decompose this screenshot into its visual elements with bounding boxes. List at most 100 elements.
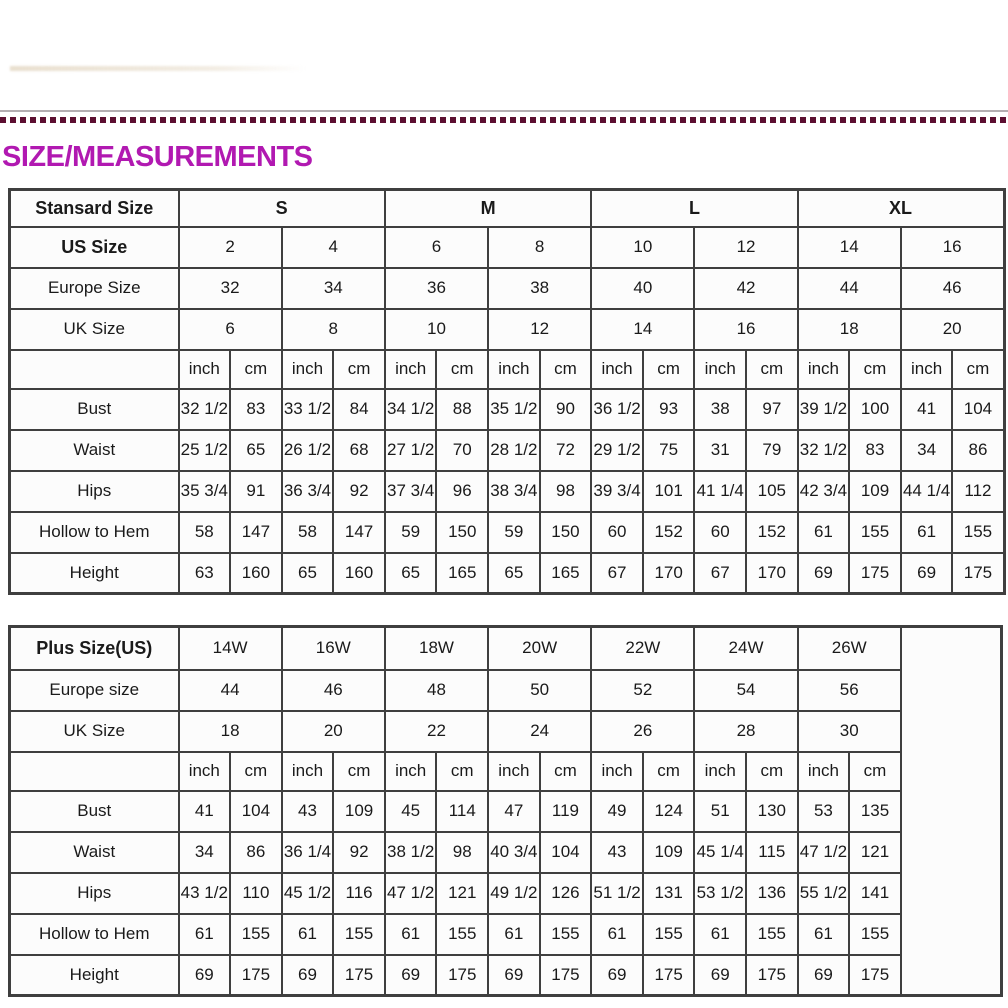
measure-value: 27 1/2 (383, 428, 438, 472)
unit-header: inch (590, 750, 644, 792)
size-value: 16 (693, 307, 799, 351)
size-value: 24 (487, 709, 593, 753)
table-row: Plus Size(US) 14W 16W 18W 20W 22W 24W 26W (8, 625, 1003, 997)
measure-value: 91 (229, 469, 283, 513)
measure-value: 69 (487, 953, 541, 997)
measure-value: 28 1/2 (487, 428, 541, 472)
size-value: 14 (796, 225, 902, 269)
table-row: Europe size 44 46 48 50 52 54 56 (8, 668, 1002, 712)
measure-value: 109 (641, 830, 696, 874)
unit-header: cm (848, 348, 902, 390)
measure-value: 155 (951, 510, 1005, 554)
measure-value: 98 (435, 830, 490, 874)
row-label: Europe size (8, 668, 180, 712)
size-value: 48 (383, 668, 490, 712)
measure-value: 97 (745, 387, 799, 431)
measure-value: 155 (332, 912, 386, 956)
row-label: US Size (8, 225, 180, 269)
measure-value: 86 (951, 428, 1005, 472)
measure-value: 41 1/4 (693, 469, 748, 513)
measure-value: 58 (177, 510, 232, 554)
size-value: 18 (796, 307, 902, 351)
measure-value: 61 (590, 912, 644, 956)
measure-value: 175 (435, 953, 490, 997)
size-value: 46 (899, 266, 1006, 310)
table-row: UK Size 18 20 22 24 26 28 30 (8, 709, 1002, 753)
measure-value: 155 (848, 912, 902, 956)
row-label: UK Size (8, 709, 180, 753)
table-row: inch cm inch cm inch cm inch cm inch cm inch cm inch… (8, 750, 1002, 792)
table-row: Waist 25 1/2 65 26 1/2 68 27 1/2 70 28 1/2 72 29 … (8, 428, 1005, 472)
size-value: 14 (590, 307, 696, 351)
measure-value: 65 (383, 551, 438, 595)
unit-header: inch (693, 750, 748, 792)
measure-value: 33 1/2 (280, 387, 335, 431)
table-row: Europe Size 32 34 36 38 40 42 44 46 (8, 266, 1006, 310)
size-value: 54 (693, 668, 799, 712)
size-value: 38 (487, 266, 593, 310)
size-value: 18 (177, 709, 283, 753)
measure-value: 70 (435, 428, 490, 472)
unit-header: inch (177, 348, 232, 390)
size-group-header: 24W (693, 625, 799, 671)
table-row: Hips 43 1/2 110 45 1/2 116 47 1/2 121 49 1/2 126… (8, 871, 1002, 915)
plus-size-table: Plus Size(US) 14W 16W 18W 20W 22W 24W 26W Europe… (8, 625, 1004, 997)
measure-value: 165 (435, 551, 490, 595)
table-title-label: Plus Size(US) (8, 625, 180, 671)
unit-header: inch (177, 750, 232, 792)
measure-value: 47 1/2 (796, 830, 851, 874)
measure-value: 114 (435, 789, 490, 833)
measure-label: Hollow to Hem (8, 510, 180, 554)
size-group-header: XL (796, 188, 1006, 228)
empty-cell (899, 625, 1003, 997)
measure-value: 101 (641, 469, 696, 513)
measure-value: 36 1/4 (280, 830, 335, 874)
table-row: inch cm inch cm inch cm inch cm inch cm inch cm inch… (8, 348, 1005, 390)
measure-value: 175 (848, 953, 902, 997)
unit-header: inch (487, 348, 541, 390)
measure-value: 61 (487, 912, 541, 956)
table-row: Waist 34 86 36 1/4 92 38 1/2 98 40 3/4 104 43 109 4… (8, 830, 1002, 874)
size-value: 6 (177, 307, 283, 351)
measure-value: 49 (590, 789, 644, 833)
size-value: 28 (693, 709, 799, 753)
unit-header: inch (693, 348, 748, 390)
measure-value: 69 (693, 953, 748, 997)
measure-value: 75 (641, 428, 696, 472)
measure-value: 72 (538, 428, 593, 472)
measure-value: 121 (848, 830, 902, 874)
size-value: 8 (280, 307, 386, 351)
measure-value: 38 3/4 (487, 469, 541, 513)
measure-value: 60 (693, 510, 748, 554)
measure-value: 155 (745, 912, 799, 956)
measure-label: Waist (8, 428, 180, 472)
measure-value: 150 (538, 510, 593, 554)
measure-value: 55 1/2 (796, 871, 851, 915)
faint-watermark-smudge (10, 66, 306, 71)
measure-value: 131 (641, 871, 696, 915)
measure-value: 165 (538, 551, 593, 595)
unit-header: cm (538, 348, 593, 390)
measure-label: Hips (8, 871, 180, 915)
measure-value: 34 (899, 428, 954, 472)
measure-value: 32 1/2 (796, 428, 851, 472)
measure-value: 86 (229, 830, 283, 874)
unit-header: cm (848, 750, 902, 792)
measure-value: 105 (745, 469, 799, 513)
size-value: 30 (796, 709, 902, 753)
measure-value: 38 1/2 (383, 830, 438, 874)
unit-header: cm (332, 348, 386, 390)
measure-value: 170 (745, 551, 799, 595)
measure-value: 136 (745, 871, 799, 915)
table-row: Stansard Size S M L XL (8, 188, 1006, 228)
measure-value: 61 (177, 912, 232, 956)
size-value: 32 (177, 266, 283, 310)
size-value: 52 (590, 668, 696, 712)
size-value: 4 (280, 225, 386, 269)
unit-header: inch (796, 348, 851, 390)
standard-size-table: Stansard Size S M L XL US Size 2 4 6 8 10 12 14 16 Eur… (8, 188, 1006, 595)
divider-line (0, 110, 1008, 112)
measure-value: 100 (848, 387, 902, 431)
measure-value: 45 (383, 789, 438, 833)
measure-label: Hollow to Hem (8, 912, 180, 956)
